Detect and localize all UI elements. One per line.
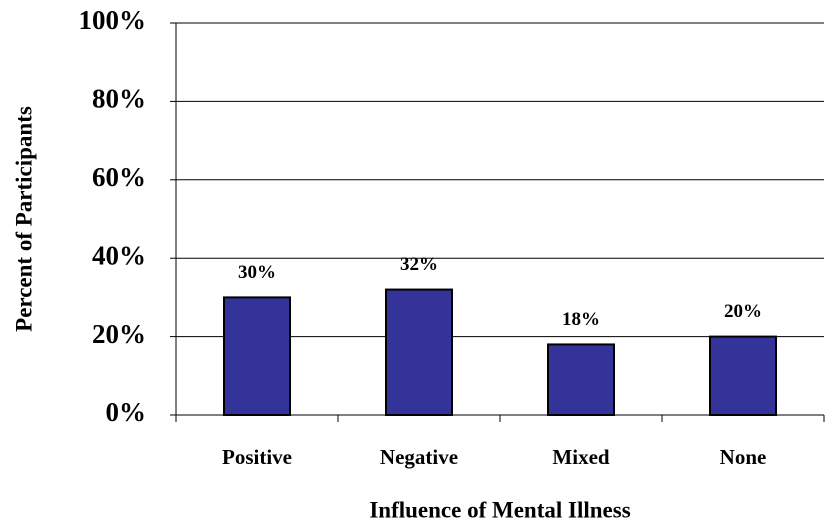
x-tick-label: Positive [222, 445, 292, 469]
y-tick-label: 40% [92, 240, 146, 270]
bar [223, 296, 291, 416]
y-tick-label: 0% [106, 397, 147, 427]
x-tick-label: None [720, 445, 767, 469]
value-label: 32% [400, 254, 438, 275]
x-tick-label: Negative [380, 445, 458, 469]
value-label: 18% [562, 309, 600, 330]
y-tick-label: 100% [79, 5, 147, 35]
y-tick-label: 60% [92, 162, 146, 192]
value-label: 30% [238, 262, 276, 283]
y-axis-title: Percent of Participants [11, 106, 36, 332]
bar [385, 288, 453, 416]
value-label: 20% [724, 301, 762, 322]
y-tick-label: 80% [92, 84, 146, 114]
bar [709, 335, 777, 417]
y-tick-label: 20% [92, 319, 146, 349]
bar [547, 343, 615, 416]
x-tick-label: Mixed [552, 445, 609, 469]
x-axis-title: Influence of Mental Illness [369, 497, 630, 522]
